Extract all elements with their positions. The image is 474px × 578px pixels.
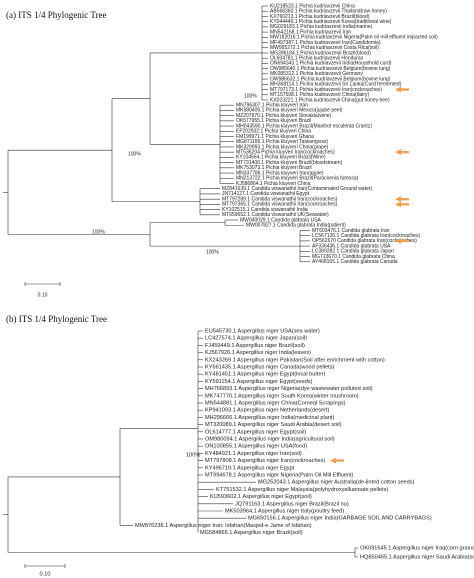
bootstrap-label: 100% — [206, 249, 219, 255]
taxon-label: LC389282.1 Candida glabrata Japan — [312, 249, 394, 255]
taxon-label: MT994678.1 Aspergillus niger Nigeria(Pal… — [205, 472, 354, 478]
taxon-label: KY496719.1 Aspergillus niger Egypt — [205, 465, 295, 471]
taxon-label: FJ459449.1 Aspergillus niger Brazil(soil… — [205, 343, 305, 349]
taxon-label: MN213722.1 Pichia kluyveri Brazil(Paraco… — [236, 176, 359, 182]
taxon-label: OK577955.1 Pichia kluyveri Brazil — [236, 118, 311, 124]
highlight-arrow — [395, 149, 409, 156]
taxon-label: KJ567926.1 Aspergillus niger India(leave… — [205, 350, 311, 356]
taxon-label: EU545730.1 Aspergillus niger USA(sea wat… — [205, 328, 320, 334]
taxon-label: MT797173.1 Pichia kudriavzevii Iran(cock… — [270, 87, 382, 93]
taxon-label: MT797365.1 Candida viswanathii Iran(cock… — [222, 202, 338, 208]
bootstrap-label: 100% — [128, 151, 141, 157]
taxon-label: MK329993.1 Pichia kluyveri China(grape) — [236, 144, 329, 150]
taxon-label: KT751532.1 Aspergillus niger Malaysia(po… — [216, 487, 388, 493]
highlight-arrow — [395, 86, 409, 93]
taxon-label: MG396184.1 Pichia kudriavzevii Brazil(bl… — [270, 50, 371, 56]
taxon-label: MT157508.1 Pichia kudriavzevii China(dai… — [270, 92, 370, 98]
bootstrap-label: 100% — [244, 93, 257, 99]
taxon-label: KX766213.1 Pichia kudriavzevii Brazil(bl… — [270, 14, 370, 20]
highlight-arrow — [395, 237, 409, 244]
taxon-label: MK753073.1 Pichia kluyveri Brazil — [236, 165, 312, 171]
taxon-label: MG650156.1 Aspergillus niger India(GARBA… — [248, 516, 432, 522]
taxon-label: KY044440.1 Pichia kudriavzevii Korea(tra… — [270, 19, 392, 25]
taxon-label: MT731400.1 Pichia kluyveri Brazil(bloods… — [236, 160, 342, 166]
taxon-label: MH296666.1 Aspergillus niger India(medic… — [205, 415, 334, 421]
taxon-label: AF336436.1 Candida glabrata USA — [312, 243, 391, 249]
taxon-label: MZ841639.1 Candida viswanathii Iran(Cont… — [222, 186, 372, 192]
scale-label: 0.10 — [38, 292, 48, 298]
taxon-label: KX023221.1 Pichia kudriavzevii China(gut… — [270, 97, 390, 103]
taxon-label: MN544881.1 Aspergillus niger China(Corne… — [205, 400, 346, 406]
bootstrap-label: 100% — [186, 452, 200, 458]
taxon-label: OL604781.1 Pichia kudriavzevii Honduras — [270, 56, 364, 62]
taxon-label: KU593602.1 Aspergillus niger Egypt(soil) — [210, 494, 312, 500]
panel-title: (b) ITS 1/4 Phylogenic Tree — [6, 314, 107, 324]
taxon-label: KY484921.1 Aspergillus niger Iran(soil) — [205, 451, 302, 457]
taxon-label: AY468165.1 Candida glabrata Canada — [312, 259, 398, 265]
taxon-label: KY102515.1 Candida viswanathii India — [222, 207, 308, 213]
taxon-label: JN714127.1 Candida viswanathii Egypt — [222, 191, 310, 197]
taxon-label: MG871196.1 Pichia kluyveri Taiwan(pear) — [236, 139, 328, 145]
taxon-label: MH766893.1 Aspergillus niger Nigeria(dye… — [205, 386, 373, 392]
taxon-label: KY104564.1 Pichia kluyveri Brazil(Wine) — [236, 155, 326, 161]
taxon-label: MF497387.1 Pichia kudriavzevii Iran(Cand… — [270, 40, 381, 46]
taxon-label: ON100855.1 Aspergillus niger USA(food) — [205, 444, 307, 450]
taxon-label: MT797289.1 Candida viswanathii Iran(cock… — [222, 196, 338, 202]
taxon-label: MG029183.1 Pichia kudriavzevii India(mar… — [270, 24, 373, 30]
taxon-label: KP941093.1 Aspergillus niger Netherlands… — [205, 408, 330, 414]
taxon-label: KY591154.1 Aspergillus niger Egypt(seeds… — [205, 379, 313, 385]
taxon-label: MG584865.1 Aspergillus niger Brazil(soil… — [200, 530, 303, 536]
taxon-label: MK085312.1 Pichia kudriavzevii Germany — [270, 71, 363, 77]
taxon-label: LC427574.1 Aspergillus niger Japan(soil) — [205, 336, 307, 342]
taxon-label: MG252043.1 Aspergillus niger Australia(d… — [258, 480, 415, 486]
taxon-label: KX243269.1 Aspergillus niger Pakistan(So… — [205, 357, 385, 363]
taxon-label: MW995272.1 Pichia kudriavzevii Costa Ric… — [270, 45, 379, 51]
bootstrap-label: 100% — [92, 229, 105, 235]
highlight-arrow — [395, 196, 409, 203]
taxon-label: MT603476.1 Candida glabrata Iran — [312, 228, 390, 234]
taxon-label: MK580405.1 Pichia kluyveri Mexico(jujube… — [236, 108, 343, 114]
taxon-label: OW986632.1 Pichia kudriavzevii Belgium(b… — [270, 76, 391, 82]
taxon-label: ON694343.1 Pichia kudriavzevii India(Hou… — [270, 61, 392, 67]
taxon-label: MZ207970.1 Pichia kluyveri Slovakia(wine… — [236, 113, 332, 119]
taxon-label: LC567126.1 Candida glabrata Iran(cockroa… — [312, 233, 420, 239]
taxon-label: MK503964.1 Aspergillus niger Italy(poult… — [225, 508, 344, 514]
taxon-label: MW007827.1 Candida glabrata India(patien… — [246, 223, 346, 229]
taxon-label: KJ586864.1 Pichia kluyveri China — [236, 181, 311, 187]
taxon-label: MW182016.1 Pichia kudriavzevii Nigeria(P… — [270, 35, 438, 41]
taxon-label: FM199971.1 Pichia kluyveri Ghana — [236, 134, 314, 140]
taxon-label: MN796307.1 Pichia kluyveri Iran — [236, 103, 308, 109]
taxon-label: EF202932.1 Pichia kluyveri China — [236, 129, 311, 135]
taxon-label: MK747770.1 Aspergillus niger South Korea… — [205, 393, 359, 399]
highlight-arrow — [330, 457, 344, 464]
taxon-label: MW040029.1 Candida glabrata USA — [240, 217, 322, 223]
taxon-label: OM980094.1 Aspergillus niger India(agric… — [205, 436, 335, 442]
taxon-label: MT797808.1 Aspergillus niger Iran(cockro… — [205, 458, 325, 464]
taxon-label: MW876236.1 Aspergillus niger Iran: Isfah… — [135, 523, 312, 529]
taxon-label: MN542168.1 Pichia kudriavzevii Iran — [270, 29, 351, 35]
taxon-label: MH368114.1 Pichia kudriavzevii Sri Lanka… — [270, 82, 402, 88]
taxon-label: AB568360.1 Pichia kudriavzevii Thailand(… — [270, 9, 387, 15]
taxon-label: MG713670.1 Candida glabrata China — [312, 254, 395, 260]
scale-label: 0.10 — [40, 571, 51, 577]
taxon-label: OW985640.1 Pichia kudriavzevii Belgium(b… — [270, 66, 391, 72]
taxon-label: MT659652.1 Candida viswanathii UK(Seawat… — [222, 212, 329, 218]
taxon-label: OK091645.1 Aspergillus niger Iraq(corn g… — [360, 545, 474, 551]
taxon-label: KY481451.1 Aspergillus niger Egypt(local… — [205, 372, 325, 378]
taxon-label: OP562670 Candida glabrata Iran(cockroach… — [312, 238, 417, 244]
taxon-label: MH043590.1 Pichia kluyveri Brazil(Maniho… — [236, 123, 372, 129]
panel-title: (a) ITS 1/4 Phylogenic Tree — [6, 10, 107, 20]
taxon-label: KY661435.1 Aspergillus niger Canada(wood… — [205, 364, 334, 370]
taxon-label: MT536204 Pichia kluyveri Iran(cockroache… — [236, 149, 335, 155]
taxon-label: KU218523.1 Pichia kudriavzevii China — [270, 3, 355, 9]
taxon-label: JQ791163.1 Aspergillus niger Brazil(Braz… — [235, 501, 349, 507]
taxon-label: MN337786.1 Pichia kluyveri Iran(apple) — [236, 170, 324, 176]
highlight-arrow — [395, 201, 409, 208]
taxon-label: OL614777.1 Aspergillus niger Egypt(soil) — [205, 429, 307, 435]
taxon-label: MT320089.1 Aspergillus niger Saudi Arabi… — [205, 422, 342, 428]
taxon-label: HQ850465.1 Aspergillus niger Saudi Arabi… — [360, 554, 474, 560]
